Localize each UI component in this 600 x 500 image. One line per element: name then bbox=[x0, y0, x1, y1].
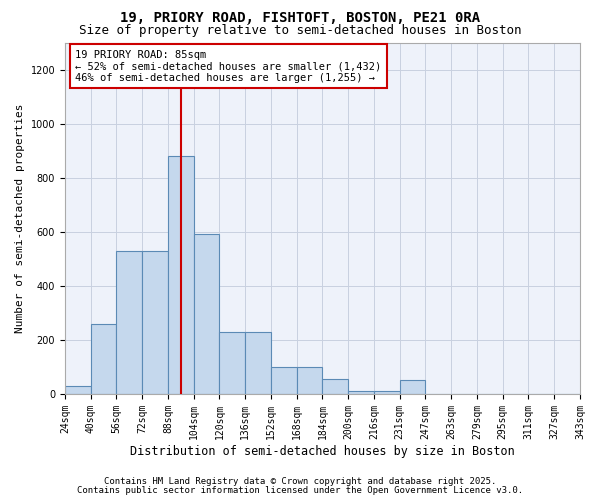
Bar bbox=[296, 367, 322, 394]
Bar bbox=[322, 379, 348, 394]
Bar bbox=[194, 234, 220, 394]
Text: Size of property relative to semi-detached houses in Boston: Size of property relative to semi-detach… bbox=[79, 24, 521, 37]
Text: 19 PRIORY ROAD: 85sqm
← 52% of semi-detached houses are smaller (1,432)
46% of s: 19 PRIORY ROAD: 85sqm ← 52% of semi-deta… bbox=[75, 50, 382, 82]
Bar bbox=[374, 392, 400, 394]
Bar bbox=[220, 332, 245, 394]
Text: Contains public sector information licensed under the Open Government Licence v3: Contains public sector information licen… bbox=[77, 486, 523, 495]
Text: Contains HM Land Registry data © Crown copyright and database right 2025.: Contains HM Land Registry data © Crown c… bbox=[104, 477, 496, 486]
Bar bbox=[168, 156, 194, 394]
Bar bbox=[271, 367, 296, 394]
Bar bbox=[65, 386, 91, 394]
Bar bbox=[142, 250, 168, 394]
Bar bbox=[91, 324, 116, 394]
Y-axis label: Number of semi-detached properties: Number of semi-detached properties bbox=[15, 104, 25, 333]
Bar bbox=[245, 332, 271, 394]
X-axis label: Distribution of semi-detached houses by size in Boston: Distribution of semi-detached houses by … bbox=[130, 444, 515, 458]
Bar bbox=[116, 250, 142, 394]
Text: 19, PRIORY ROAD, FISHTOFT, BOSTON, PE21 0RA: 19, PRIORY ROAD, FISHTOFT, BOSTON, PE21 … bbox=[120, 11, 480, 25]
Bar bbox=[400, 380, 425, 394]
Bar bbox=[348, 392, 374, 394]
